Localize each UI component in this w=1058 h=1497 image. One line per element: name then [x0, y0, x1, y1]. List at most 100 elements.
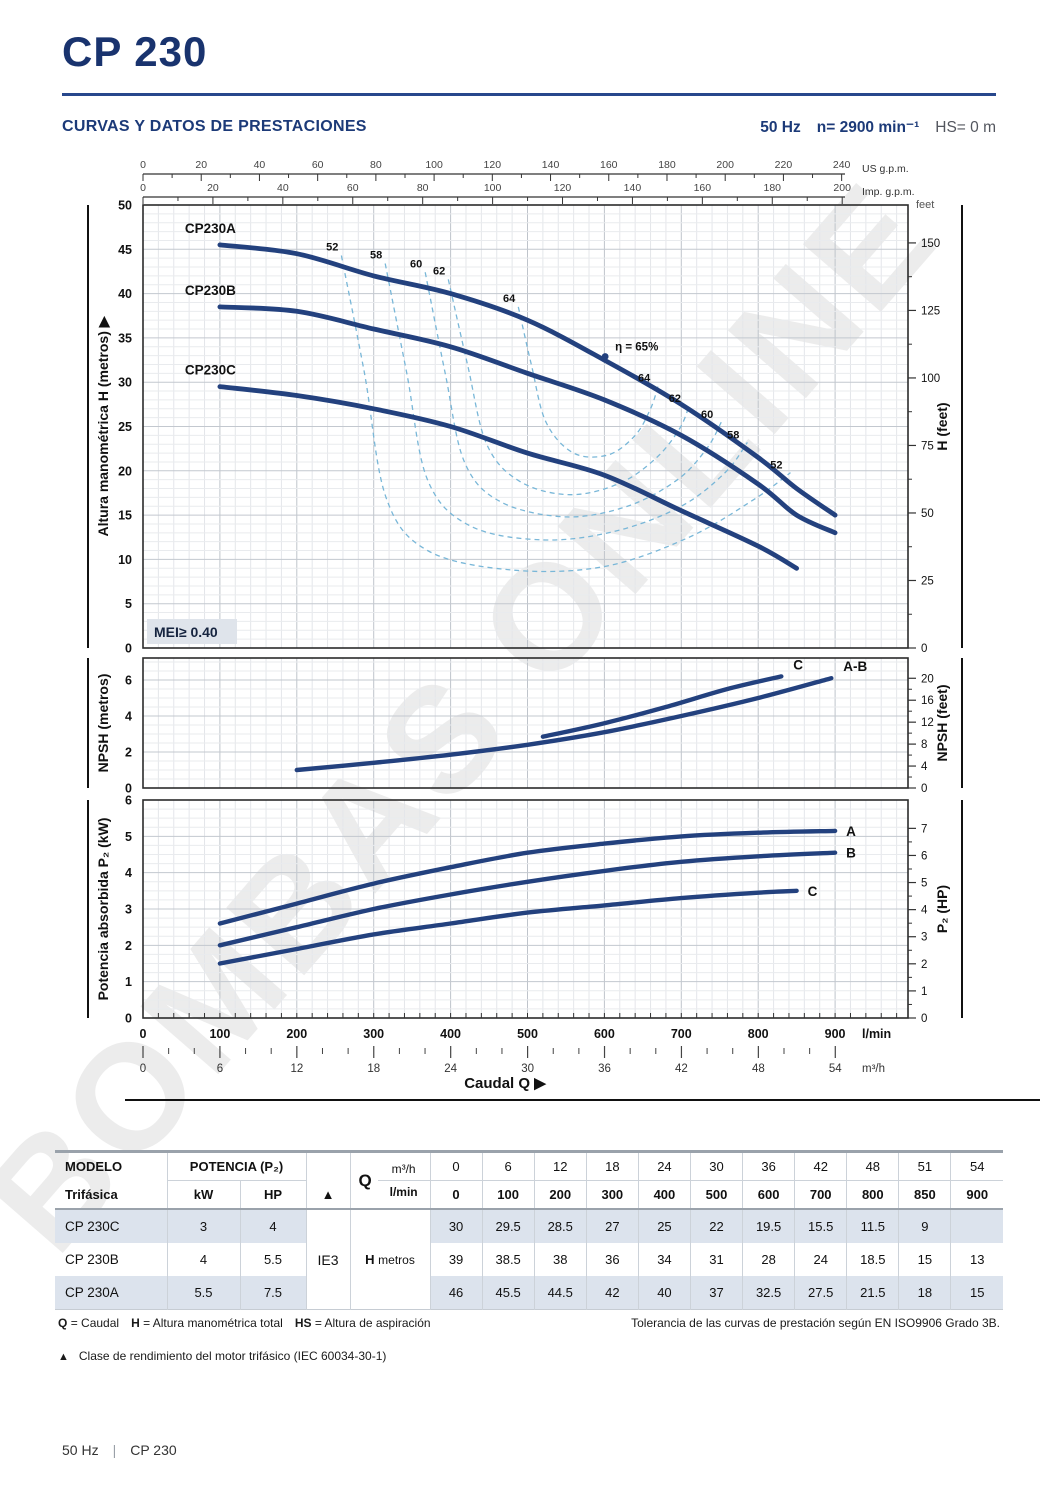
- h-metros-tick: 40: [118, 287, 132, 301]
- imp-gpm-tick: 100: [484, 182, 502, 194]
- p2-kw-tick: 0: [125, 1012, 132, 1026]
- npsh-chart: [87, 657, 963, 789]
- model-name: CP 230A: [55, 1276, 168, 1310]
- m3h-header-value: 42: [794, 1151, 848, 1181]
- footer-separator: |: [112, 1442, 117, 1458]
- p2-kw-tick: 4: [125, 866, 132, 880]
- m3h-header-value: 54: [950, 1151, 1004, 1181]
- curve-CP230B: [217, 304, 838, 536]
- h-value: 34: [638, 1243, 691, 1276]
- h-value: 42: [586, 1276, 639, 1310]
- lmin-tick: 100: [209, 1027, 230, 1041]
- h-feet-tick: 0: [921, 643, 927, 655]
- legend-hs-key: HS: [294, 1316, 312, 1330]
- npsh-m-tick: 0: [125, 782, 132, 796]
- p2-hp-tick: 3: [921, 932, 927, 944]
- m3h-tick: 12: [290, 1063, 303, 1075]
- lmin-header-value: 800: [846, 1180, 900, 1210]
- flow-axis: [125, 1013, 1040, 1101]
- efficiency-label: 52: [770, 460, 782, 472]
- efficiency-label: 60: [701, 409, 713, 421]
- h-value: 31: [690, 1243, 744, 1276]
- curve-CP230C: [217, 384, 799, 571]
- lmin-header-value: 100: [482, 1180, 535, 1210]
- p2-kw-tick: 2: [125, 939, 132, 953]
- p2-y-axis-label: Potencia absorbida P₂ (kW): [95, 818, 111, 1001]
- h-value: 19.5: [742, 1209, 796, 1243]
- npsh-curve-label-C: C: [793, 657, 803, 672]
- imp-gpm-tick: 180: [764, 182, 782, 194]
- efficiency-label: 60: [410, 258, 422, 270]
- lmin-tick: 200: [286, 1027, 307, 1041]
- us-gpm-tick: 20: [195, 159, 207, 171]
- lmin-header-value: 850: [898, 1180, 952, 1210]
- npsh-ft-tick: 0: [921, 783, 927, 795]
- header-triangle-icon: ▲: [306, 1180, 351, 1210]
- h-feet-tick: 50: [921, 508, 934, 520]
- h-metros-tick: 10: [118, 553, 132, 567]
- h-metros-tick: 25: [118, 420, 132, 434]
- npsh-curve-C: [540, 674, 784, 739]
- efficiency-label: 58: [727, 429, 739, 441]
- h-feet-tick: 75: [921, 440, 934, 452]
- legend-q-val: = Caudal: [70, 1316, 120, 1330]
- m3h-header-value: 48: [846, 1151, 900, 1181]
- h-metros-tick: 35: [118, 331, 132, 345]
- triangle-icon: ▲: [58, 1351, 69, 1363]
- header-hp: HP: [240, 1180, 307, 1210]
- imp-gpm-tick: 80: [417, 182, 429, 194]
- imp-gpm-unit: Imp. g.p.m.: [862, 186, 915, 198]
- lmin-tick: 600: [594, 1027, 615, 1041]
- model-name: CP 230B: [55, 1243, 168, 1276]
- section-title: CURVAS Y DATOS DE PRESTACIONES: [62, 118, 367, 135]
- efficiency-contour-52: [340, 255, 791, 573]
- lmin-header-value: 700: [794, 1180, 848, 1210]
- page-title: CP 230: [62, 28, 208, 75]
- h-metros-tick: 30: [118, 376, 132, 390]
- h-value: 28.5: [534, 1209, 587, 1243]
- h-value: 39: [430, 1243, 483, 1276]
- motor-class-note: ▲ Clase de rendimiento del motor trifásic…: [58, 1349, 386, 1363]
- m3h-tick: 30: [521, 1063, 534, 1075]
- header-trifasica: Trifásica: [55, 1180, 168, 1210]
- h-value: 21.5: [846, 1276, 900, 1310]
- us-gpm-tick: 0: [140, 159, 146, 171]
- h-feet-tick: 25: [921, 575, 934, 587]
- legend-q-key: Q: [58, 1316, 68, 1330]
- h-key: H: [365, 1252, 375, 1267]
- header-triangle-spacer: [306, 1151, 351, 1181]
- efficiency-label: 58: [370, 249, 382, 261]
- q-unit-lmin: l/min: [389, 1185, 418, 1199]
- title-rule: [62, 93, 996, 96]
- m3h-header-value: 36: [742, 1151, 796, 1181]
- lmin-tick: 800: [748, 1027, 769, 1041]
- h-value: 24: [794, 1243, 848, 1276]
- p2-hp-tick: 5: [921, 878, 927, 890]
- h-metros-tick: 45: [118, 243, 132, 257]
- npsh-m-tick: 4: [125, 710, 132, 724]
- us-gpm-tick: 140: [542, 159, 560, 171]
- imp-gpm-tick: 140: [624, 182, 642, 194]
- h-metros-tick: 50: [118, 199, 132, 213]
- lmin-header-value: 300: [586, 1180, 639, 1210]
- suction-label: HS= 0 m: [935, 119, 996, 136]
- m3h-header-value: 18: [586, 1151, 639, 1181]
- hp-value: 5.5: [240, 1243, 307, 1276]
- q-symbol: Q: [358, 1170, 372, 1190]
- h-feet-tick: 100: [921, 373, 940, 385]
- curve-CP230A: [217, 242, 838, 518]
- hp-value: 4: [240, 1209, 307, 1243]
- header-potencia: POTENCIA (P₂): [167, 1151, 307, 1181]
- bep-label: η = 65%: [615, 342, 658, 354]
- h-value: 22: [690, 1209, 744, 1243]
- h-value: 46: [430, 1276, 483, 1310]
- p2-hp-tick: 0: [921, 1013, 927, 1025]
- h-metros-tick: 20: [118, 464, 132, 478]
- h-value: 28: [742, 1243, 796, 1276]
- frequency-label: 50 Hz: [760, 119, 801, 136]
- ie3-class: IE3: [306, 1209, 351, 1310]
- curve-label-CP230C: CP230C: [185, 363, 236, 378]
- model-name: CP 230C: [55, 1209, 168, 1243]
